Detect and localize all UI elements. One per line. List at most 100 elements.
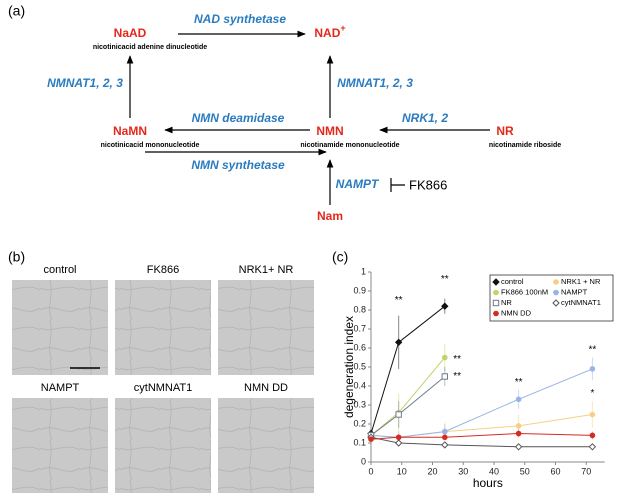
x-axis-label: hours [473,476,503,490]
legend-marker [553,279,559,285]
significance-label: ** [515,377,523,388]
legend-label: FK866 100nM [501,287,548,296]
y-tick-label: 0.2 [353,418,366,428]
data-point [395,411,402,418]
data-point [514,443,523,451]
image-label: NRK1+ NR [239,264,294,276]
y-tick-label: 0.1 [353,437,366,447]
enzyme-label: NMN synthetase [191,158,285,172]
series-line [370,436,593,448]
x-tick-label: 40 [489,466,499,476]
micrograph [218,398,314,493]
data-point [589,432,596,439]
x-tick-label: 70 [581,466,591,476]
legend-box [489,274,614,322]
x-tick-label: 60 [550,466,560,476]
legend-label: NAMPT [561,287,588,296]
y-tick-label: 0.3 [353,399,366,409]
data-point [589,411,596,418]
enzyme-label: NAD synthetase [194,12,286,26]
series-line [370,368,593,438]
x-tick-label: 30 [458,466,468,476]
legend-marker [493,310,499,317]
node-sublabel: nicotinicacid adenine dinucleotide [93,44,207,51]
micrograph [12,398,108,493]
enzyme-label: NMNAT1, 2, 3 [47,76,123,90]
data-point [515,396,522,403]
y-tick-label: 0.7 [353,323,366,333]
significance-label: ** [441,274,449,285]
x-tick-label: 10 [397,466,407,476]
data-point [589,366,596,372]
micrograph [115,280,211,375]
data-point [442,354,448,361]
inhibition-mark [390,178,405,192]
node-label: NMN [316,124,343,138]
node-sublabel: nicotinamide riboside [489,142,561,149]
micrograph [115,398,211,493]
node-label: NaAD [114,26,147,40]
node-label: NaMN [113,124,147,138]
legend-label: NMN DD [501,308,532,317]
data-point [368,436,374,443]
image-label: NAMPT [41,382,80,394]
data-point [515,423,522,429]
data-point [441,302,449,310]
enzyme-label: NAMPT [336,177,380,191]
legend-marker [552,299,560,307]
legend-label: cytNMNAT1 [561,298,601,307]
series-line [370,376,446,436]
legend-marker [492,278,500,286]
data-point [442,428,448,435]
significance-label: ** [453,371,461,382]
node-superscript: + [340,23,345,33]
data-point [588,443,597,451]
node-label: NAD+ [314,23,345,40]
data-point [441,441,449,449]
y-tick-label: 0.4 [353,380,366,390]
image-label: control [43,264,76,276]
chart: 00.10.20.30.40.50.60.70.80.910 10 20 30 40 50… [342,266,614,490]
inhibitor-label: FK866 [409,177,447,192]
significance-label: ** [395,295,403,306]
legend-marker [553,289,559,296]
data-point [394,439,403,447]
x-tick-label: 0 [368,466,373,476]
y-tick-label: 0.9 [353,285,366,295]
data-point [441,373,449,380]
micrograph [12,280,108,375]
y-tick-label: 0.6 [353,342,366,352]
node-sublabel: nicotinicacid mononucleotide [101,142,200,149]
image-label: FK866 [147,264,179,276]
pathway-diagram: NaAD nicotinicacid adenine dinucleotide NA… [47,12,561,223]
y-tick-label: 0.8 [353,304,366,314]
legend-label: control [501,277,524,286]
image-label: cytNMNAT1 [134,382,192,394]
micrograph [218,280,314,375]
image-label: NMN DD [244,382,288,394]
series-line [370,414,593,438]
data-point [515,430,522,437]
data-point [395,434,402,441]
node-sublabel: nicotinamide mononucleotide [300,142,399,149]
enzyme-label: NMN deamidase [192,111,285,125]
y-tick-label: 1 [361,266,366,276]
significance-label: ** [453,354,461,365]
x-tick-label: 50 [520,466,530,476]
y-axis-label: degeneration index [342,316,356,418]
panel-label: (a) [8,3,25,19]
y-tick-label: 0 [361,456,366,466]
image-panels: control FK866 NRK1+ NR NAMPT cytNMNAT1 NMN DD [12,264,314,493]
node-label: NR [496,124,514,138]
series-line [370,305,446,434]
significance-label: ** [589,345,597,356]
y-tick-label: 0.5 [353,361,366,371]
significance-label: * [590,388,594,399]
node-label: Nam [317,209,343,223]
panel-label: (b) [8,249,25,265]
enzyme-label: NMNAT1, 2, 3 [337,76,413,90]
legend-label: NR [501,298,512,307]
x-tick-label: 20 [427,466,437,476]
legend-marker [492,299,500,307]
